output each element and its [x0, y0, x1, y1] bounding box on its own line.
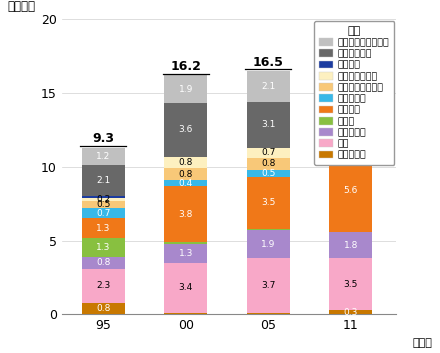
Text: 0.5: 0.5	[96, 200, 110, 209]
Bar	[82, 201, 125, 208]
Text: 1.1: 1.1	[344, 128, 358, 137]
Text: 0.2: 0.2	[96, 195, 110, 204]
Bar	[82, 238, 125, 257]
Bar	[82, 196, 125, 198]
Bar	[330, 310, 372, 314]
Text: 1.3: 1.3	[96, 223, 110, 233]
Text: 1.3: 1.3	[96, 243, 110, 252]
Text: 0.5: 0.5	[261, 169, 275, 178]
Text: 0.8: 0.8	[96, 258, 110, 267]
Bar	[247, 158, 290, 170]
Text: 3.5: 3.5	[261, 198, 275, 208]
Bar	[164, 313, 207, 314]
Bar	[330, 43, 372, 71]
Bar	[247, 170, 290, 177]
Text: 3.6: 3.6	[179, 125, 193, 134]
Bar	[247, 71, 290, 102]
Text: 0.8: 0.8	[96, 304, 110, 313]
Bar	[82, 269, 125, 303]
Bar	[164, 168, 207, 180]
Text: 3.8: 3.8	[179, 210, 193, 219]
Text: 9.3: 9.3	[92, 132, 114, 145]
Text: 16.5: 16.5	[253, 56, 284, 69]
Text: 1.2: 1.2	[96, 152, 110, 161]
Text: 3.4: 3.4	[179, 283, 193, 292]
Bar	[164, 76, 207, 103]
Bar	[82, 303, 125, 314]
Bar	[164, 103, 207, 156]
Text: 1.9: 1.9	[344, 53, 358, 61]
Text: 2.4: 2.4	[344, 84, 358, 93]
Bar	[82, 148, 125, 165]
Bar	[164, 186, 207, 242]
Bar	[330, 232, 372, 258]
Text: 0.7: 0.7	[96, 209, 110, 218]
Bar	[247, 177, 290, 229]
Y-axis label: （兆円）: （兆円）	[8, 0, 36, 13]
Text: 5.6: 5.6	[344, 186, 358, 195]
Bar	[330, 140, 372, 149]
Bar	[247, 102, 290, 148]
Text: 0.6: 0.6	[344, 140, 358, 149]
Bar	[330, 149, 372, 232]
Text: 2.3: 2.3	[96, 281, 110, 290]
Bar	[247, 313, 290, 314]
Bar	[82, 257, 125, 269]
Text: 0.4: 0.4	[179, 179, 193, 187]
Bar	[247, 230, 290, 258]
Bar	[247, 229, 290, 230]
Text: 1.9: 1.9	[179, 85, 193, 94]
Text: 1.9: 1.9	[261, 240, 275, 249]
Bar	[247, 148, 290, 158]
Text: 0.8: 0.8	[261, 160, 275, 168]
Bar	[164, 263, 207, 313]
Bar	[330, 106, 372, 115]
Text: 17.9: 17.9	[335, 28, 367, 41]
Text: 0.8: 0.8	[179, 158, 193, 167]
Bar	[330, 124, 372, 140]
Legend: 第３次産業その他計, 第２次産業計, 分類不明, 対個人サービス, 対事業所サービス, 医療・福祉, 情報通信, 不動産, 金融・保険, 商業, 農林水産業: 第３次産業その他計, 第２次産業計, 分類不明, 対個人サービス, 対事業所サー…	[314, 21, 394, 164]
Text: 0.6: 0.6	[344, 115, 358, 124]
Text: 0.6: 0.6	[344, 106, 358, 115]
Bar	[82, 165, 125, 196]
Text: （年）: （年）	[413, 338, 433, 348]
Text: 0.7: 0.7	[261, 148, 275, 157]
Text: 3.5: 3.5	[344, 280, 358, 289]
Text: 2.1: 2.1	[261, 82, 275, 91]
Text: 3.1: 3.1	[261, 120, 275, 129]
Bar	[330, 258, 372, 310]
Bar	[164, 156, 207, 168]
Bar	[164, 244, 207, 263]
Text: 2.1: 2.1	[96, 176, 110, 185]
Bar	[330, 71, 372, 106]
Bar	[247, 258, 290, 313]
Bar	[82, 208, 125, 219]
Bar	[82, 219, 125, 238]
Text: 16.2: 16.2	[170, 60, 201, 73]
Bar	[330, 115, 372, 124]
Bar	[82, 198, 125, 201]
Text: 3.7: 3.7	[261, 281, 275, 290]
Text: 0.8: 0.8	[179, 170, 193, 179]
Text: 1.3: 1.3	[179, 249, 193, 258]
Bar	[164, 180, 207, 186]
Text: 1.8: 1.8	[344, 240, 358, 250]
Bar	[164, 242, 207, 244]
Text: 0.3: 0.3	[344, 307, 358, 317]
